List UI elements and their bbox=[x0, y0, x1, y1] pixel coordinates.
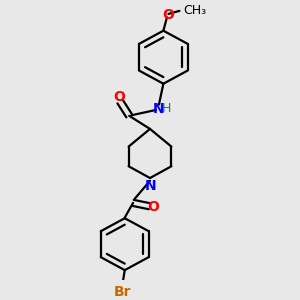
Text: Br: Br bbox=[114, 286, 131, 299]
Text: H: H bbox=[161, 102, 171, 115]
Text: O: O bbox=[148, 200, 160, 214]
Text: CH₃: CH₃ bbox=[183, 4, 206, 17]
Text: N: N bbox=[152, 102, 164, 116]
Text: O: O bbox=[113, 90, 125, 104]
Text: O: O bbox=[163, 8, 174, 22]
Text: N: N bbox=[145, 179, 156, 193]
